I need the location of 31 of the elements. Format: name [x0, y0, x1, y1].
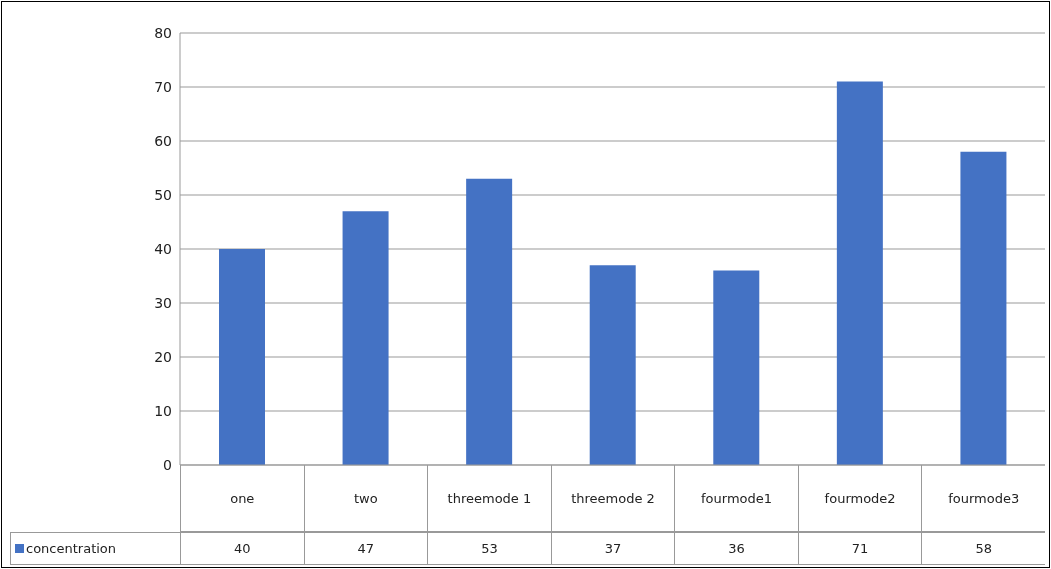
data-label: 37: [550, 532, 675, 565]
x-tick-label: fourmode1: [674, 465, 798, 532]
data-label: 71: [797, 532, 922, 565]
x-tick-label: two: [303, 465, 428, 532]
bar: [713, 270, 760, 465]
y-tick-label: 50: [154, 186, 172, 203]
y-tick-label: 20: [154, 348, 172, 365]
bar: [589, 265, 636, 465]
y-tick-label: 80: [154, 24, 172, 41]
data-label: 58: [921, 532, 1045, 565]
y-tick-label: 10: [154, 402, 172, 419]
data-label: 47: [303, 532, 428, 565]
bar: [466, 178, 513, 465]
x-tick-label: one: [180, 465, 304, 532]
data-label: 36: [674, 532, 798, 565]
data-label: 53: [427, 532, 551, 565]
y-tick-label: 40: [154, 240, 172, 257]
data-label: 40: [180, 532, 304, 565]
x-tick-label: fourmode3: [921, 465, 1045, 532]
y-tick-label: 30: [154, 294, 172, 311]
bar: [836, 81, 883, 465]
y-tick-label: 0: [163, 456, 172, 473]
y-tick-label: 70: [154, 78, 172, 95]
bar: [219, 249, 265, 465]
bar: [342, 211, 389, 465]
x-tick-label: threemode 1: [427, 465, 551, 532]
y-tick-label: 60: [154, 132, 172, 149]
legend-label: concentration: [10, 532, 180, 565]
bar: [960, 151, 1007, 465]
x-tick-label: fourmode2: [797, 465, 922, 532]
x-tick-label: threemode 2: [550, 465, 675, 532]
